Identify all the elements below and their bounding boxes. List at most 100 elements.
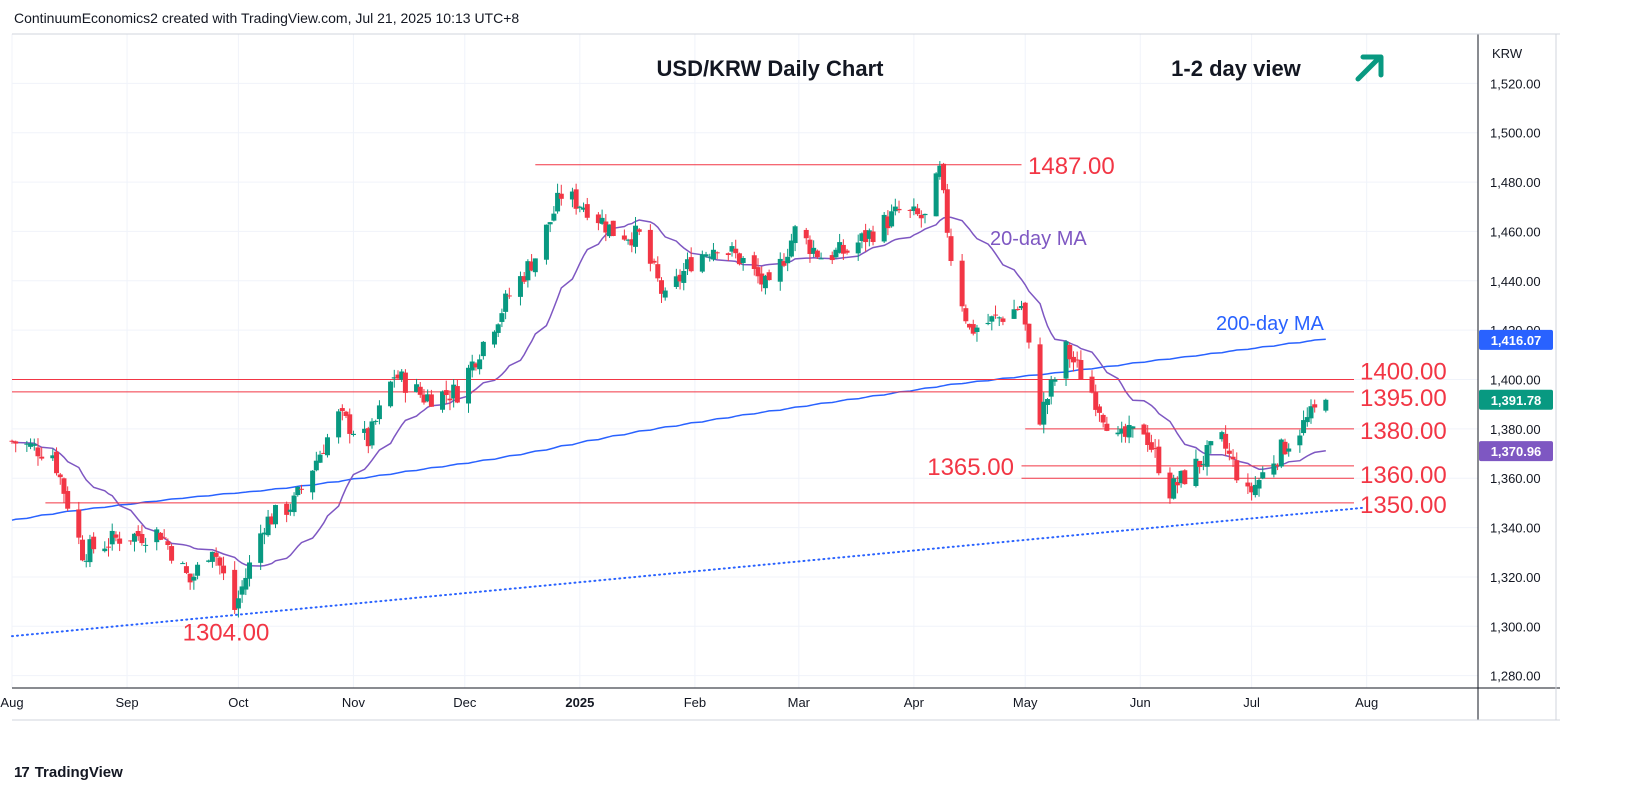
attribution-text: ContinuumEconomics2 created with Trading… — [14, 10, 520, 26]
candle-body — [443, 390, 449, 395]
level-label: 1395.00 — [1360, 385, 1447, 412]
candle-body — [247, 562, 253, 579]
y-tick-label: 1,340.00 — [1490, 521, 1541, 536]
candle-body — [347, 414, 353, 434]
candle-body — [629, 239, 635, 246]
candle-body — [970, 324, 976, 334]
candle-body — [451, 384, 457, 399]
candle-body — [1156, 446, 1162, 474]
candle-body — [321, 452, 327, 454]
candle-body — [1234, 460, 1240, 481]
up-arrow-head — [1360, 54, 1384, 78]
price-badge-label: 1,391.78 — [1491, 393, 1542, 408]
candle-body — [1070, 356, 1076, 363]
candle-body — [402, 372, 408, 393]
candle-body — [131, 533, 137, 542]
tradingview-logo-icon: 17 — [14, 764, 30, 781]
price-badge-label: 1,416.07 — [1491, 333, 1542, 348]
candle-body — [295, 486, 301, 496]
candle-body — [967, 323, 973, 328]
candle-body — [844, 250, 850, 253]
level-label: 1365.00 — [927, 454, 1014, 481]
candle-body — [425, 394, 431, 402]
candle-body — [499, 313, 505, 322]
candles-layer — [9, 161, 1329, 618]
candle-body — [269, 516, 275, 525]
candle-body — [414, 384, 420, 393]
candle-body — [503, 293, 509, 312]
y-tick-label: 1,300.00 — [1490, 619, 1541, 634]
candle-body — [621, 235, 627, 240]
candle-body — [243, 577, 249, 590]
candle-body — [477, 359, 483, 370]
candle-body — [180, 563, 186, 565]
candle-body — [35, 447, 41, 457]
candle-body — [24, 443, 30, 445]
candle-body — [889, 211, 895, 227]
candle-body — [388, 381, 394, 407]
candle-body — [157, 532, 163, 540]
candle-body — [569, 191, 575, 200]
candle-body — [525, 261, 531, 281]
price-badge-label: 1,370.96 — [1491, 444, 1542, 459]
candle-body — [1037, 344, 1043, 425]
candle-body — [725, 253, 731, 256]
candle-body — [974, 327, 980, 333]
candle-body — [595, 214, 601, 224]
candle-body — [339, 408, 345, 412]
candle-body — [466, 367, 472, 404]
candle-body — [317, 454, 323, 463]
candle-body — [9, 440, 15, 442]
candle-body — [688, 257, 694, 272]
candle-body — [948, 236, 954, 262]
level-label: 1400.00 — [1360, 359, 1447, 386]
candle-body — [1015, 308, 1021, 310]
candle-body — [239, 586, 245, 595]
candle-body — [866, 230, 872, 239]
candle-body — [959, 260, 965, 307]
candle-body — [1219, 432, 1225, 440]
candle-body — [1152, 448, 1158, 450]
candle-body — [187, 573, 193, 583]
candle-body — [870, 231, 876, 242]
candle-body — [1275, 464, 1281, 466]
candle-body — [1048, 379, 1054, 397]
candle-body — [324, 437, 330, 456]
candle-body — [1089, 376, 1095, 393]
candle-body — [1074, 359, 1080, 361]
x-tick-label: Jul — [1243, 695, 1260, 710]
candle-body — [1167, 472, 1173, 499]
candle-body — [740, 258, 746, 264]
candle-body — [1130, 426, 1136, 429]
candle-body — [837, 242, 843, 253]
candle-body — [206, 560, 212, 562]
tradingview-logo[interactable]: 17 TradingView — [14, 764, 123, 781]
candle-body — [1323, 399, 1329, 411]
candle-body — [558, 193, 564, 199]
candle-body — [733, 248, 739, 254]
candle-body — [362, 428, 368, 433]
candle-body — [191, 576, 197, 581]
candle-body — [1148, 442, 1154, 450]
candle-body — [213, 552, 219, 557]
candle-body — [310, 470, 316, 493]
candle-body — [896, 208, 902, 211]
candle-body — [840, 244, 846, 254]
candle-body — [261, 532, 267, 535]
candle-body — [922, 213, 928, 216]
candle-body — [428, 394, 434, 407]
candle-body — [517, 276, 523, 297]
candle-body — [818, 258, 824, 260]
candle-body — [1252, 484, 1258, 496]
candle-body — [1286, 448, 1292, 452]
candle-body — [87, 539, 93, 563]
trendline-layer — [11, 506, 1364, 638]
candle-body — [91, 536, 97, 550]
candle-body — [762, 275, 768, 289]
candle-body — [1245, 482, 1251, 487]
x-tick-label: Apr — [904, 695, 925, 710]
candle-body — [1271, 463, 1277, 475]
candle-body — [447, 398, 453, 401]
candle-body — [729, 246, 735, 252]
